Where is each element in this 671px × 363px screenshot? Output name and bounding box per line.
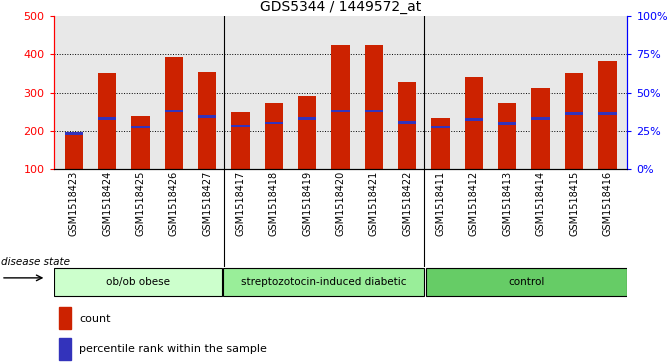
Bar: [198, 72, 216, 169]
Title: GDS5344 / 1449572_at: GDS5344 / 1449572_at: [260, 0, 421, 14]
Text: GSM1518421: GSM1518421: [369, 171, 379, 236]
Bar: [331, 45, 350, 169]
Bar: [431, 118, 450, 169]
Bar: [425, 268, 627, 296]
Bar: [60, 307, 70, 329]
Bar: [531, 88, 550, 169]
Text: GSM1518414: GSM1518414: [535, 171, 546, 236]
Text: disease state: disease state: [1, 257, 70, 267]
Bar: [98, 117, 116, 120]
Bar: [231, 111, 250, 169]
Bar: [164, 110, 183, 112]
Bar: [498, 122, 517, 125]
Bar: [64, 132, 83, 135]
Bar: [565, 73, 583, 169]
Text: GSM1518423: GSM1518423: [68, 171, 79, 236]
Bar: [465, 118, 483, 121]
Text: GSM1518424: GSM1518424: [102, 171, 112, 236]
Bar: [298, 95, 316, 169]
Bar: [132, 116, 150, 169]
Bar: [298, 117, 316, 120]
Text: GSM1518411: GSM1518411: [435, 171, 446, 236]
Text: ob/ob obese: ob/ob obese: [106, 277, 170, 287]
Bar: [599, 61, 617, 169]
Text: GSM1518415: GSM1518415: [569, 171, 579, 236]
Text: count: count: [79, 314, 111, 323]
Text: streptozotocin-induced diabetic: streptozotocin-induced diabetic: [241, 277, 407, 287]
Text: GSM1518416: GSM1518416: [603, 171, 613, 236]
Text: GSM1518412: GSM1518412: [469, 171, 479, 236]
Bar: [132, 126, 150, 128]
Text: GSM1518422: GSM1518422: [402, 171, 412, 236]
Text: GSM1518413: GSM1518413: [503, 171, 512, 236]
Bar: [599, 112, 617, 115]
Bar: [264, 103, 283, 169]
Text: GSM1518419: GSM1518419: [302, 171, 312, 236]
Text: GSM1518420: GSM1518420: [336, 171, 346, 236]
Bar: [60, 338, 70, 360]
Text: GSM1518427: GSM1518427: [202, 171, 212, 236]
Bar: [365, 45, 383, 169]
Text: GSM1518418: GSM1518418: [269, 171, 279, 236]
Bar: [498, 103, 517, 169]
Bar: [98, 73, 116, 169]
Bar: [331, 110, 350, 112]
Bar: [565, 112, 583, 115]
Text: GSM1518425: GSM1518425: [136, 171, 146, 236]
Bar: [531, 117, 550, 120]
Bar: [398, 82, 417, 169]
Text: GSM1518426: GSM1518426: [169, 171, 178, 236]
Bar: [198, 115, 216, 118]
Bar: [264, 122, 283, 125]
Bar: [398, 121, 417, 124]
Text: control: control: [508, 277, 544, 287]
Bar: [465, 77, 483, 169]
Bar: [431, 126, 450, 128]
Bar: [164, 57, 183, 169]
Bar: [223, 268, 424, 296]
Bar: [231, 125, 250, 127]
Text: GSM1518417: GSM1518417: [236, 171, 246, 236]
Bar: [365, 110, 383, 112]
Text: percentile rank within the sample: percentile rank within the sample: [79, 344, 267, 354]
Bar: [54, 268, 221, 296]
Bar: [64, 134, 83, 169]
